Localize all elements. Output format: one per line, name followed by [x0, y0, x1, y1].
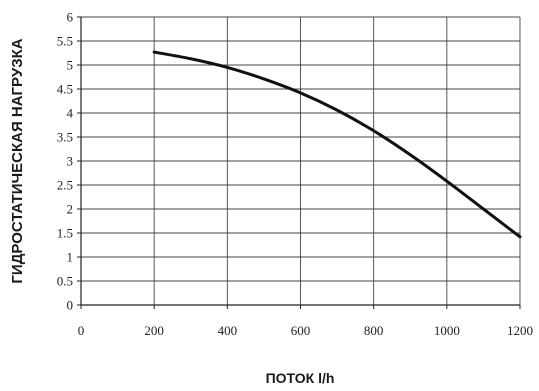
y-tick-labels: 0 0.5 1 1.5 2 2.5 3 3.5 4 4.5 5 5.5 6	[57, 10, 74, 313]
x-tick-label: 800	[364, 323, 384, 338]
y-tick-label: 4	[67, 106, 74, 121]
y-tick-label: 2	[67, 202, 74, 217]
y-tick-label: 1.5	[57, 226, 73, 241]
x-tick-label: 400	[218, 323, 238, 338]
y-tick-label: 6	[67, 10, 74, 25]
y-tick-label: 3	[67, 154, 74, 169]
x-tick-labels: 0 200 400 600 800 1000 1200	[78, 323, 533, 338]
y-tick-label: 0	[67, 298, 74, 313]
y-tick-label: 4.5	[57, 82, 73, 97]
y-tick-label: 5	[67, 58, 74, 73]
y-tick-label: 2.5	[57, 178, 73, 193]
y-axis-label: ГИДРОСТАТИЧЕСКАЯ НАГРУЗКА	[9, 38, 26, 283]
x-tick-label: 0	[78, 323, 85, 338]
axes	[77, 16, 521, 309]
y-tick-label: 3.5	[57, 130, 73, 145]
y-tick-label: 1	[67, 250, 74, 265]
series-line	[152, 50, 522, 239]
series-group	[152, 50, 522, 239]
y-tick-label: 0.5	[57, 274, 73, 289]
x-tick-label: 1000	[434, 323, 460, 338]
x-axis-label: ПОТОК l/h	[266, 370, 335, 386]
y-tick-label: 5.5	[57, 34, 73, 49]
grid	[81, 16, 521, 305]
x-tick-label: 200	[144, 323, 164, 338]
x-tick-label: 600	[291, 323, 311, 338]
x-tick-label: 1200	[507, 323, 533, 338]
